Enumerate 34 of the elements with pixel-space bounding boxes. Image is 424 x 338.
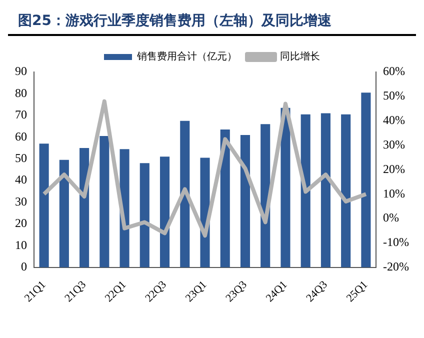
y-tick-label: 10	[15, 238, 27, 252]
y-tick-label: 80	[15, 86, 27, 100]
bar	[160, 156, 170, 268]
bar	[59, 160, 69, 268]
y-tick-label: 0	[21, 260, 27, 274]
y2-tick-label: -20%	[383, 260, 410, 274]
legend-label: 销售费用合计（亿元）	[136, 50, 237, 63]
y-tick-label: 90	[15, 64, 27, 78]
y2-tick-label: 10%	[383, 186, 406, 200]
y2-tick-label: 40%	[383, 113, 406, 127]
y2-tick-label: 30%	[383, 137, 406, 152]
y-tick-label: 40	[15, 172, 27, 187]
bar	[361, 92, 371, 268]
bar	[300, 114, 310, 268]
chart-title: 图25：游戏行业季度销售费用（左轴）及同比增速	[8, 8, 416, 36]
y-tick-label: 60	[15, 129, 27, 144]
bar	[180, 120, 190, 268]
bar	[341, 114, 351, 268]
y-tick-label: 20	[15, 216, 27, 230]
y-tick-label: 30	[15, 194, 27, 208]
y2-tick-label: 60%	[383, 64, 406, 78]
bar	[320, 113, 330, 268]
y2-tick-label: 20%	[383, 162, 406, 176]
y2-tick-label: -10%	[383, 235, 410, 250]
bar	[220, 130, 230, 268]
y-tick-label: 50	[15, 150, 27, 165]
bar	[100, 136, 110, 268]
y2-tick-label: 0%	[383, 210, 400, 225]
y-tick-label: 70	[15, 108, 27, 122]
legend-label: 同比增长	[280, 50, 320, 63]
bar	[140, 163, 150, 268]
bar	[39, 144, 49, 268]
y2-tick-label: 50%	[383, 88, 406, 103]
bar	[240, 134, 250, 268]
